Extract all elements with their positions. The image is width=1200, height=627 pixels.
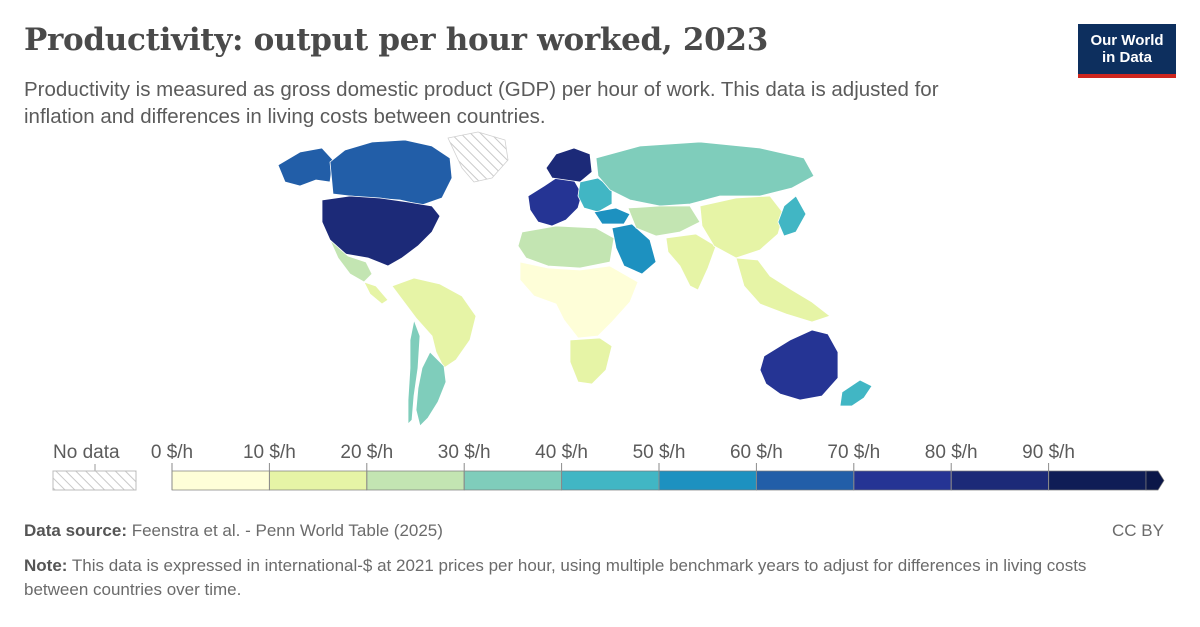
region-middle-east[interactable] bbox=[611, 223, 657, 275]
region-greenland[interactable] bbox=[447, 131, 509, 183]
legend-no-data-label: No data bbox=[53, 442, 120, 463]
note-text: This data is expressed in international-… bbox=[24, 556, 1087, 599]
region-nordics[interactable] bbox=[545, 147, 593, 183]
region-north-africa[interactable] bbox=[517, 225, 615, 269]
data-source: Data source: Feenstra et al. - Penn Worl… bbox=[24, 521, 443, 541]
region-western-europe[interactable] bbox=[527, 177, 583, 227]
region-eastern-europe[interactable] bbox=[577, 177, 613, 213]
legend-bin-swatch bbox=[366, 470, 465, 491]
legend-open-ended-arrow bbox=[1145, 470, 1165, 491]
region-mexico[interactable] bbox=[329, 239, 373, 283]
logo-line-2: in Data bbox=[1101, 49, 1152, 66]
chart-note: Note: This data is expressed in internat… bbox=[24, 554, 1104, 602]
legend-bin-swatch bbox=[561, 470, 660, 491]
legend-tick-label: 0 $/h bbox=[151, 442, 193, 463]
legend-bin-swatch bbox=[269, 470, 368, 491]
region-japan-korea[interactable] bbox=[777, 195, 807, 237]
chart-title: Productivity: output per hour worked, 20… bbox=[24, 22, 768, 58]
legend-no-data-swatch bbox=[52, 470, 137, 491]
region-russia[interactable] bbox=[595, 141, 815, 207]
legend-bin-swatch bbox=[658, 470, 757, 491]
legend-tick-label: 30 $/h bbox=[438, 442, 491, 463]
region-chile[interactable] bbox=[407, 319, 421, 425]
logo-line-1: Our World bbox=[1090, 32, 1164, 49]
legend-bin-swatch bbox=[1048, 470, 1147, 491]
region-alaska[interactable] bbox=[277, 147, 334, 187]
chart-subtitle: Productivity is measured as gross domest… bbox=[24, 78, 939, 128]
legend-tick-label: 80 $/h bbox=[925, 442, 978, 463]
region-central-america[interactable] bbox=[363, 281, 389, 305]
region-argentina-uruguay[interactable] bbox=[415, 351, 447, 427]
region-china[interactable] bbox=[699, 195, 785, 259]
owid-logo[interactable]: Our World in Data bbox=[1078, 24, 1176, 78]
region-south-america[interactable] bbox=[391, 277, 477, 369]
region-turkey[interactable] bbox=[593, 207, 631, 225]
region-south-asia[interactable] bbox=[665, 233, 717, 291]
legend-tick-label: 40 $/h bbox=[535, 442, 588, 463]
legend-tick-label: 60 $/h bbox=[730, 442, 783, 463]
legend-tick-label: 50 $/h bbox=[633, 442, 686, 463]
region-southern-africa[interactable] bbox=[569, 337, 613, 385]
note-label: Note: bbox=[24, 556, 68, 575]
region-central-asia[interactable] bbox=[627, 205, 701, 237]
region-new-zealand[interactable] bbox=[839, 379, 873, 407]
legend-bin-swatch bbox=[463, 470, 562, 491]
data-source-text[interactable]: Feenstra et al. - Penn World Table (2025… bbox=[131, 521, 443, 540]
region-australia[interactable] bbox=[759, 329, 839, 401]
region-southeast-asia[interactable] bbox=[735, 257, 831, 323]
legend-bin-swatch bbox=[853, 470, 952, 491]
region-sub-saharan-africa[interactable] bbox=[519, 261, 639, 339]
legend-tick-label: 10 $/h bbox=[243, 442, 296, 463]
license-link[interactable]: CC BY bbox=[1112, 521, 1164, 540]
legend-tick-label: 20 $/h bbox=[340, 442, 393, 463]
legend-bin-swatch bbox=[756, 470, 855, 491]
data-source-label: Data source: bbox=[24, 521, 127, 540]
legend-bin-swatch bbox=[171, 470, 270, 491]
legend-tick-label: 90 $/h bbox=[1022, 442, 1075, 463]
legend-tick-label: 70 $/h bbox=[827, 442, 880, 463]
legend-bin-swatch bbox=[950, 470, 1049, 491]
